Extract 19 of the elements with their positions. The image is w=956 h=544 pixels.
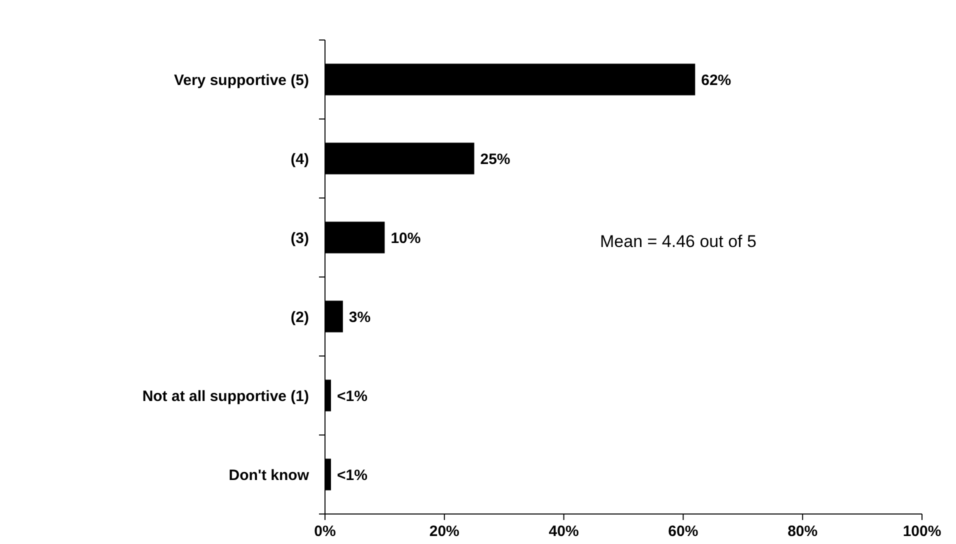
data-label: 25% [480, 150, 510, 168]
x-tick-label: 20% [429, 523, 460, 540]
x-tick-label: 60% [668, 523, 698, 540]
y-tick-label: (4) [290, 150, 309, 168]
data-label: 10% [390, 230, 421, 247]
x-tick-label: 100% [902, 523, 942, 540]
data-label: 62% [701, 72, 732, 89]
x-tick-label: 0% [314, 523, 336, 540]
y-tick-label: (2) [290, 308, 309, 326]
annotation: Mean = 4.46 out of 5 [600, 232, 756, 251]
y-tick-label: Not at all supportive (1) [142, 388, 309, 405]
y-tick-label: (3) [290, 230, 309, 247]
x-tick-label: 80% [788, 523, 818, 540]
y-tick-label: Very supportive (5) [174, 72, 309, 89]
data-label: 3% [348, 308, 371, 326]
y-tick-label: Don't know [228, 466, 310, 484]
data-label: <1% [336, 388, 368, 405]
data-label: <1% [336, 466, 368, 484]
x-tick-label: 40% [548, 523, 579, 540]
